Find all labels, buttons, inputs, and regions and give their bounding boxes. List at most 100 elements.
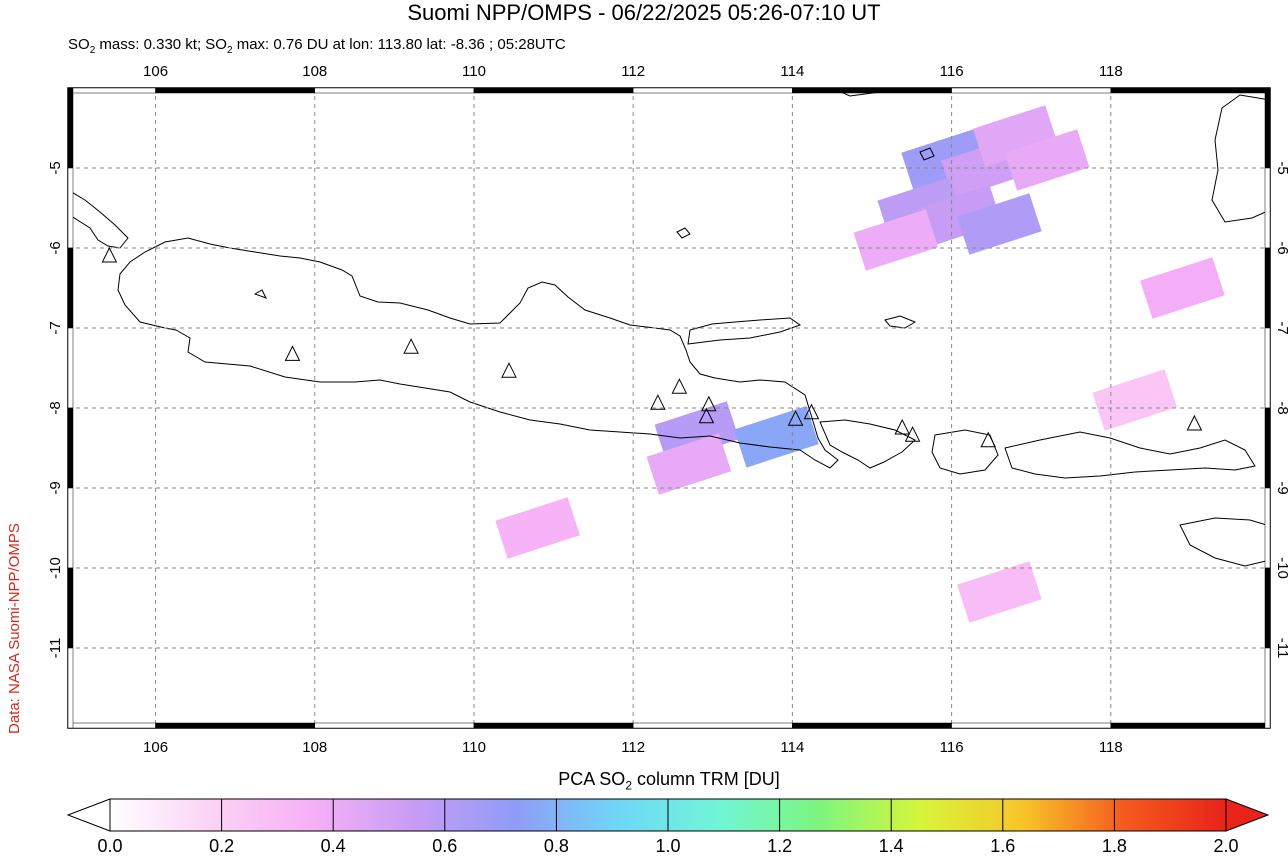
volcano-icon <box>284 345 301 361</box>
volcano-icon <box>101 246 118 263</box>
frame-segment-left <box>67 327 74 409</box>
lon-label: 110 <box>462 739 486 756</box>
colorbar-high-arrow <box>1225 798 1270 832</box>
colorbar-low-arrow <box>66 798 111 832</box>
coastline-islet-1 <box>919 147 935 161</box>
coastline-bali <box>819 419 916 469</box>
volcano-icon <box>787 410 804 426</box>
frame-segment-top <box>314 87 475 94</box>
frame-segment-top <box>632 87 793 94</box>
lon-labels-bottom: 106 108 110 112 114 116 118 <box>143 739 1123 756</box>
frame-segment-bottom <box>67 722 156 729</box>
frame-segment-bottom <box>632 722 793 729</box>
coastline-sumatra <box>68 189 129 249</box>
map-title: Suomi NPP/OMPS - 06/22/2025 05:26-07:10 … <box>407 0 881 25</box>
frame-segment-top <box>951 87 1112 94</box>
volcano-markers <box>101 246 1203 448</box>
volcano-icon <box>894 418 911 435</box>
frame-segment-right <box>1264 647 1271 729</box>
lon-label: 114 <box>780 63 804 80</box>
lon-label: 108 <box>302 63 327 80</box>
lat-label: -6 <box>47 241 64 254</box>
colorbar-tick-label: 0.2 <box>209 836 235 856</box>
frame-segment-left <box>67 407 74 489</box>
colorbar-title: PCA SO2 column TRM [DU] <box>558 769 780 793</box>
lon-label: 116 <box>940 63 964 80</box>
coastline-lombok <box>931 429 999 475</box>
map-frame <box>67 87 1271 729</box>
frame-segment-bottom <box>1110 722 1271 729</box>
so2-pixel <box>853 209 939 271</box>
lon-label: 106 <box>143 739 168 756</box>
lat-label: -9 <box>47 481 64 494</box>
lat-label: -11 <box>47 638 64 659</box>
so2-pixel <box>957 561 1042 623</box>
volcano-icon <box>698 407 715 424</box>
lat-label: -8 <box>47 401 64 414</box>
lon-labels-top: 106 108 110 112 114 116 118 <box>143 63 1123 80</box>
frame-segment-right <box>1264 167 1271 249</box>
coastline-kalimantan-se <box>1211 94 1270 223</box>
volcano-icon <box>403 338 419 354</box>
so2-pixel <box>1004 129 1090 191</box>
so2-pixel <box>1140 257 1225 319</box>
coastline-layer <box>68 88 1270 567</box>
lat-label: -7 <box>47 321 64 334</box>
frame-segment-right <box>1264 567 1271 649</box>
frame-segment-left <box>67 247 74 329</box>
frame-segment-top <box>473 87 634 94</box>
lat-label: -8 <box>1274 401 1288 414</box>
coastline-java <box>117 237 839 469</box>
colorbar-tick-label: 1.2 <box>767 836 793 856</box>
colorbar-tick-label: 1.0 <box>655 836 681 856</box>
lat-labels-left: -5 -6 -7 -8 -9 -10 -11 <box>47 161 64 658</box>
frame-segment-right <box>1264 247 1271 329</box>
frame-segment-right <box>1264 87 1271 169</box>
frame-segment-top <box>792 87 952 94</box>
volcano-icon <box>650 394 666 410</box>
frame-segment-bottom <box>473 722 634 729</box>
frame-segment-top <box>67 87 156 94</box>
so2-pixel-layer <box>495 105 1225 623</box>
coastline-sumba <box>1179 517 1270 567</box>
lat-label: -5 <box>1274 161 1288 174</box>
volcano-icon <box>980 431 997 448</box>
volcano-icon <box>501 362 517 378</box>
lon-label: 112 <box>621 63 645 80</box>
colorbar-tick-label: 0.8 <box>543 836 569 856</box>
lon-label: 112 <box>621 739 645 756</box>
colorbar-tick-label: 1.6 <box>990 836 1016 856</box>
coastline-madura <box>687 317 802 345</box>
lat-label: -10 <box>1274 557 1288 579</box>
coastline-bawean <box>676 227 691 239</box>
colorbar-tick-label: 0.6 <box>432 836 458 856</box>
frame-segment-bottom <box>792 722 952 729</box>
coastline-sumbawa <box>1004 431 1256 479</box>
so2-pixel <box>957 193 1042 255</box>
lat-label: -11 <box>1274 638 1288 659</box>
frame-segment-left <box>67 487 74 569</box>
lon-label: 106 <box>143 63 168 80</box>
frame-segment-bottom <box>314 722 475 729</box>
coastline-kangean <box>884 315 917 329</box>
frame-segment-right <box>1264 407 1271 489</box>
lat-label: -7 <box>1274 321 1288 334</box>
colorbar-tick-label: 0.0 <box>97 836 123 856</box>
colorbar-tick-label: 2.0 <box>1213 836 1239 856</box>
colorbar-tick-label: 1.4 <box>878 836 904 856</box>
volcano-icon <box>1186 414 1203 431</box>
frame-segment-left <box>67 167 74 249</box>
frame-segment-bottom <box>951 722 1112 729</box>
frame-segment-left <box>67 87 74 169</box>
lat-label: -5 <box>47 161 64 174</box>
colorbar-tick-label: 1.8 <box>1101 836 1127 856</box>
map-subtitle: SO2 mass: 0.330 kt; SO2 max: 0.76 DU at … <box>68 36 566 56</box>
lat-label: -10 <box>47 557 64 579</box>
frame-segment-right <box>1264 487 1271 569</box>
lon-label: 110 <box>462 63 486 80</box>
so2-pixel <box>972 105 1058 167</box>
colorbar-tick-label: 0.4 <box>320 836 346 856</box>
coastline-islet-2 <box>253 289 268 299</box>
so2-pixel <box>495 497 580 559</box>
